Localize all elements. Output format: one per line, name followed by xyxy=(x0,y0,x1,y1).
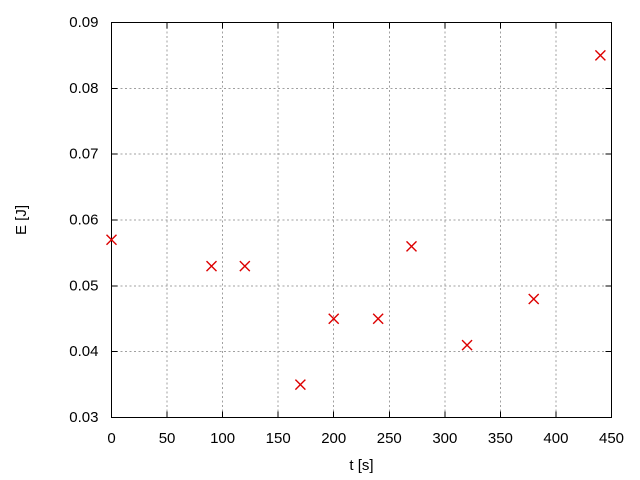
grid-lines xyxy=(111,22,612,418)
y-tick-labels: 0.03 0.04 0.05 0.06 0.07 0.08 0.09 xyxy=(69,14,98,426)
x-tick-label: 100 xyxy=(210,430,235,447)
data-point-marker xyxy=(239,260,251,272)
y-tick-label: 0.03 xyxy=(69,409,98,426)
x-tick-labels: 0 50 100 150 200 250 300 350 400 450 xyxy=(107,430,624,447)
data-point-marker xyxy=(406,240,417,252)
data-point-marker xyxy=(294,379,306,391)
y-tick-label: 0.08 xyxy=(69,80,98,97)
x-tick-label: 250 xyxy=(377,430,402,447)
x-tick-label: 0 xyxy=(107,430,115,447)
x-tick-label: 450 xyxy=(599,430,624,447)
data-point-marker xyxy=(206,260,217,272)
y-tick-label: 0.04 xyxy=(69,343,98,360)
x-tick-label: 350 xyxy=(488,430,513,447)
data-point-marker xyxy=(106,234,117,246)
y-tick-label: 0.07 xyxy=(69,146,98,163)
data-point-marker xyxy=(372,313,384,325)
data-point-marker xyxy=(328,313,340,325)
data-point-marker xyxy=(594,49,606,61)
x-axis-label: t [s] xyxy=(349,457,373,474)
data-point-marker xyxy=(528,293,540,305)
x-tick-label: 50 xyxy=(159,430,176,447)
y-axis-label: E [J] xyxy=(13,205,30,235)
data-points xyxy=(106,49,606,391)
x-tick-label: 300 xyxy=(432,430,457,447)
plot-border xyxy=(111,22,612,418)
y-tick-label: 0.06 xyxy=(69,212,98,229)
y-tick-label: 0.05 xyxy=(69,277,98,294)
x-tick-label: 150 xyxy=(266,430,291,447)
y-tick-label: 0.09 xyxy=(69,14,98,31)
x-tick-label: 400 xyxy=(543,430,568,447)
data-point-marker xyxy=(461,339,473,351)
x-tick-label: 200 xyxy=(321,430,346,447)
